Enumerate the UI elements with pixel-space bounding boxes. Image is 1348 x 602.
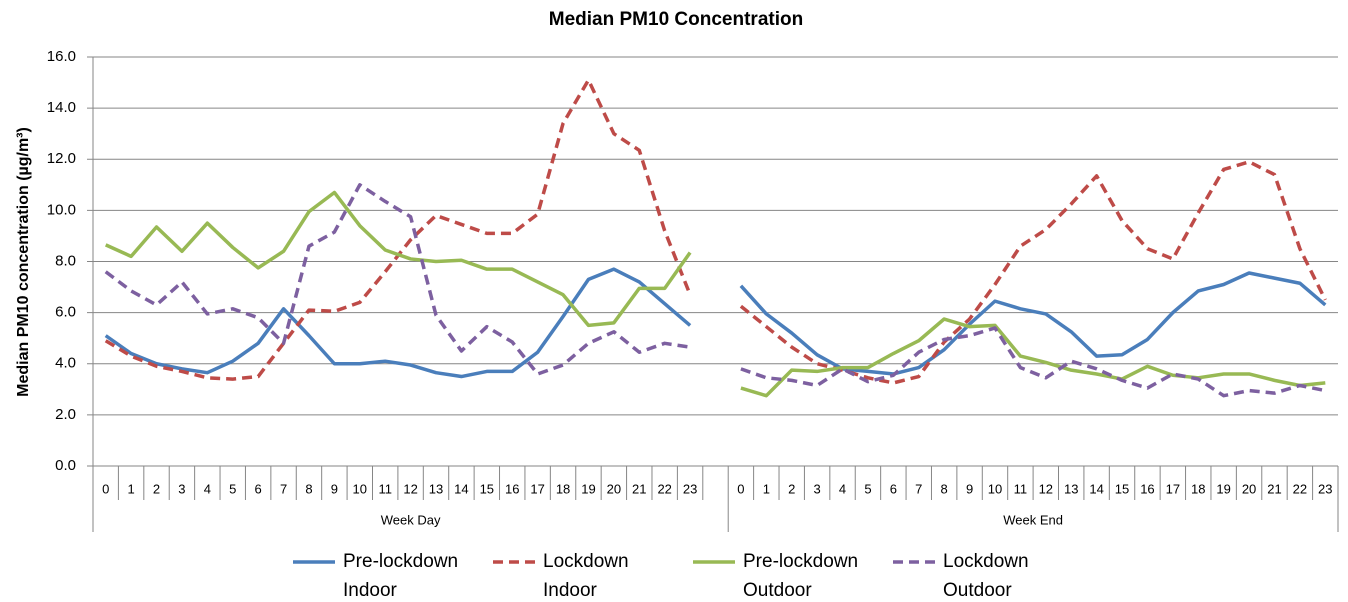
x-tick-label: 4	[839, 481, 846, 496]
x-tick-label: 12	[1039, 481, 1053, 496]
legend-label-line: Lockdown	[543, 551, 629, 572]
x-tick-label: 6	[890, 481, 897, 496]
x-tick-label: 10	[988, 481, 1002, 496]
series-line	[104, 190, 692, 328]
group-label: Week Day	[381, 512, 441, 527]
legend-label-line: Outdoor	[943, 580, 1012, 601]
x-tick-label: 1	[127, 481, 134, 496]
x-tick-label: 14	[454, 481, 468, 496]
legend-label: Lockdown Indoor	[543, 551, 629, 601]
y-tick-label: 8.0	[55, 252, 76, 269]
x-tick-label: 17	[1166, 481, 1180, 496]
x-tick-label: 9	[331, 481, 338, 496]
x-tick-label: 8	[305, 481, 312, 496]
series-line	[104, 183, 691, 376]
x-tick-label: 11	[1014, 481, 1028, 496]
x-tick-label: 23	[1318, 481, 1332, 496]
legend-label-line: Indoor	[543, 580, 598, 601]
y-tick-label: 12.0	[47, 150, 76, 167]
x-tick-label: 20	[1242, 481, 1256, 496]
x-tick-label: 16	[505, 481, 519, 496]
y-axis-label: Median PM10 concentration (µg/m³)	[15, 127, 32, 397]
legend-label-line: Indoor	[343, 580, 398, 601]
series-line	[104, 267, 692, 379]
x-tick-label: 7	[280, 481, 287, 496]
y-tick-label: 16.0	[47, 48, 76, 65]
x-tick-label: 21	[632, 481, 646, 496]
x-tick-label: 1	[763, 481, 770, 496]
x-tick-label: 21	[1267, 481, 1281, 496]
legend-label-line: Outdoor	[743, 580, 812, 601]
group-label: Week End	[1003, 512, 1063, 527]
legend-label-line: Pre-lockdown	[743, 551, 858, 572]
x-tick-label: 16	[1140, 481, 1154, 496]
x-tick-label: 0	[102, 481, 109, 496]
x-tick-label: 20	[607, 481, 621, 496]
legend-label: Pre-lockdown Outdoor	[743, 551, 858, 601]
y-tick-label: 2.0	[55, 406, 76, 423]
y-tick-label: 0.0	[55, 457, 76, 474]
x-tick-label: 17	[530, 481, 544, 496]
x-tick-label: 9	[966, 481, 973, 496]
x-tick-label: 19	[581, 481, 595, 496]
legend-label: Pre-lockdown Indoor	[343, 551, 458, 601]
x-tick-label: 3	[178, 481, 185, 496]
x-tick-label: 14	[1089, 481, 1103, 496]
x-tick-label: 3	[814, 481, 821, 496]
x-tick-label: 13	[429, 481, 443, 496]
x-tick-label: 22	[1293, 481, 1307, 496]
x-tick-label: 22	[657, 481, 671, 496]
x-tick-label: 15	[480, 481, 494, 496]
series-line	[740, 326, 1326, 398]
x-tick-label: 15	[1115, 481, 1129, 496]
x-tick-label: 18	[1191, 481, 1205, 496]
x-tick-label: 10	[353, 481, 367, 496]
x-tick-label: 19	[1216, 481, 1230, 496]
chart-title: Median PM10 Concentration	[549, 9, 803, 30]
x-tick-label: 12	[403, 481, 417, 496]
x-tick-label: 5	[864, 481, 871, 496]
x-tick-label: 5	[229, 481, 236, 496]
y-tick-label: 14.0	[47, 99, 76, 116]
series-line	[739, 160, 1327, 385]
x-tick-label: 13	[1064, 481, 1078, 496]
y-tick-label: 4.0	[55, 355, 76, 372]
x-tick-label: 7	[915, 481, 922, 496]
x-tick-label: 6	[255, 481, 262, 496]
y-tick-label: 10.0	[47, 201, 76, 218]
legend-label-line: Pre-lockdown	[343, 551, 458, 572]
series-line	[740, 317, 1326, 398]
series-line	[104, 78, 692, 381]
legend-label-line: Lockdown	[943, 551, 1029, 572]
x-tick-label: 18	[556, 481, 570, 496]
x-tick-label: 4	[204, 481, 211, 496]
x-tick-label: 0	[737, 481, 744, 496]
y-tick-label: 6.0	[55, 304, 76, 321]
x-tick-label: 2	[788, 481, 795, 496]
x-tick-label: 2	[153, 481, 160, 496]
x-tick-label: 11	[378, 481, 392, 496]
x-tick-label: 23	[683, 481, 697, 496]
legend-label: Lockdown Outdoor	[943, 551, 1029, 601]
x-tick-label: 8	[941, 481, 948, 496]
